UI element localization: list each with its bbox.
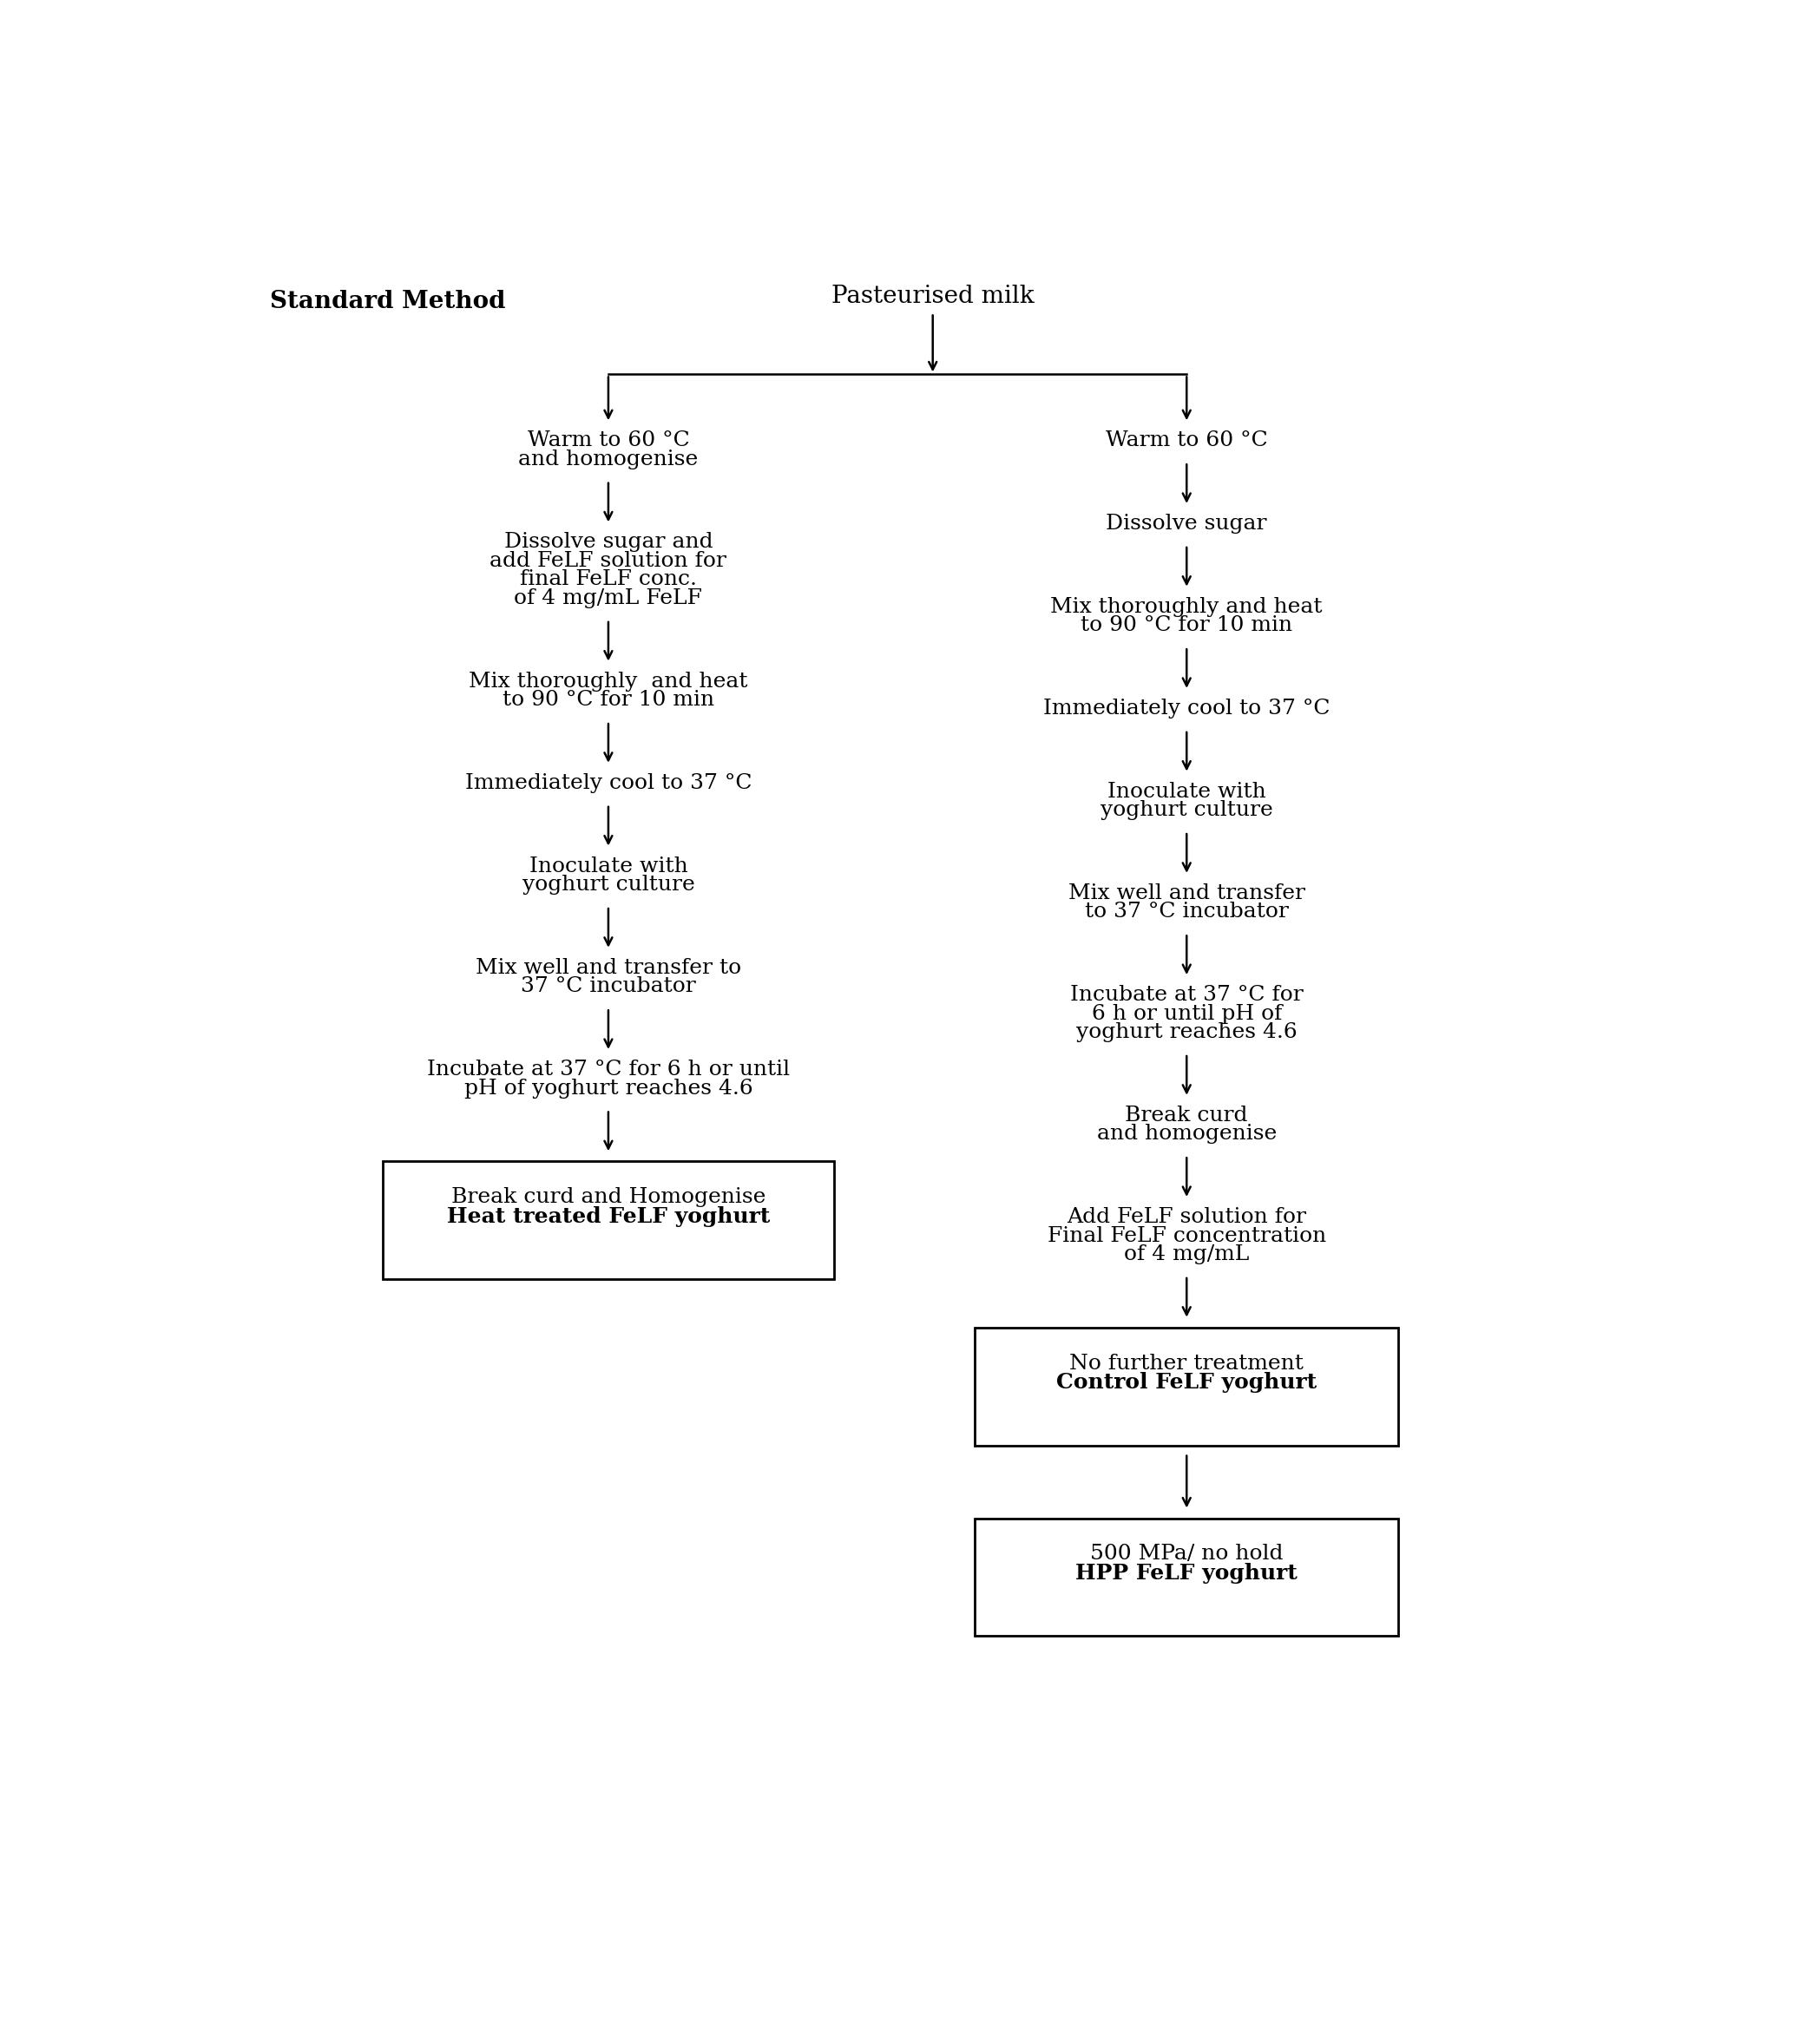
Text: Break curd: Break curd	[1125, 1106, 1249, 1125]
Text: to 90 °C for 10 min: to 90 °C for 10 min	[502, 690, 713, 710]
Text: Warm to 60 °C: Warm to 60 °C	[528, 431, 690, 451]
Text: pH of yoghurt reaches 4.6: pH of yoghurt reaches 4.6	[464, 1078, 753, 1098]
Bar	[976, 1327, 1398, 1445]
Text: Break curd and Homogenise: Break curd and Homogenise	[451, 1188, 766, 1206]
Text: Immediately cool to 37 °C: Immediately cool to 37 °C	[1043, 698, 1330, 718]
Text: yoghurt culture: yoghurt culture	[522, 876, 695, 894]
Text: Mix thoroughly  and heat: Mix thoroughly and heat	[470, 671, 748, 692]
Text: and homogenise: and homogenise	[519, 449, 699, 469]
Text: Mix well and transfer to: Mix well and transfer to	[475, 957, 741, 978]
Text: Incubate at 37 °C for: Incubate at 37 °C for	[1070, 986, 1303, 1004]
Text: Dissolve sugar and: Dissolve sugar and	[504, 533, 713, 553]
Text: of 4 mg/mL FeLF: of 4 mg/mL FeLF	[515, 588, 703, 608]
Text: Dissolve sugar: Dissolve sugar	[1107, 514, 1267, 533]
Text: 500 MPa/ no hold: 500 MPa/ no hold	[1090, 1545, 1283, 1563]
Text: Final FeLF concentration: Final FeLF concentration	[1046, 1227, 1327, 1245]
Bar	[382, 1161, 834, 1280]
Text: yoghurt reaches 4.6: yoghurt reaches 4.6	[1076, 1023, 1298, 1043]
Text: add FeLF solution for: add FeLF solution for	[490, 551, 726, 571]
Text: Inoculate with: Inoculate with	[530, 855, 688, 876]
Text: to 90 °C for 10 min: to 90 °C for 10 min	[1081, 616, 1292, 635]
Text: Mix thoroughly and heat: Mix thoroughly and heat	[1050, 596, 1323, 616]
Text: Inoculate with: Inoculate with	[1107, 782, 1267, 802]
Text: final FeLF conc.: final FeLF conc.	[521, 569, 697, 590]
Text: Warm to 60 °C: Warm to 60 °C	[1105, 431, 1269, 451]
Text: Add FeLF solution for: Add FeLF solution for	[1067, 1206, 1307, 1227]
Text: Immediately cool to 37 °C: Immediately cool to 37 °C	[464, 774, 752, 794]
Text: and homogenise: and homogenise	[1097, 1125, 1276, 1145]
Text: Control FeLF yoghurt: Control FeLF yoghurt	[1056, 1372, 1318, 1392]
Text: Incubate at 37 °C for 6 h or until: Incubate at 37 °C for 6 h or until	[428, 1059, 790, 1080]
Text: 37 °C incubator: 37 °C incubator	[521, 976, 695, 996]
Text: of 4 mg/mL: of 4 mg/mL	[1125, 1245, 1249, 1263]
Text: No further treatment: No further treatment	[1070, 1353, 1303, 1374]
Text: HPP FeLF yoghurt: HPP FeLF yoghurt	[1076, 1563, 1298, 1584]
Text: Pasteurised milk: Pasteurised milk	[832, 284, 1034, 308]
Bar	[976, 1519, 1398, 1637]
Text: Heat treated FeLF yoghurt: Heat treated FeLF yoghurt	[446, 1206, 770, 1227]
Text: to 37 °C incubator: to 37 °C incubator	[1085, 902, 1289, 923]
Text: 6 h or until pH of: 6 h or until pH of	[1092, 1004, 1281, 1025]
Text: yoghurt culture: yoghurt culture	[1101, 800, 1272, 820]
Text: Mix well and transfer: Mix well and transfer	[1068, 884, 1305, 904]
Text: Standard Method: Standard Method	[269, 290, 506, 312]
